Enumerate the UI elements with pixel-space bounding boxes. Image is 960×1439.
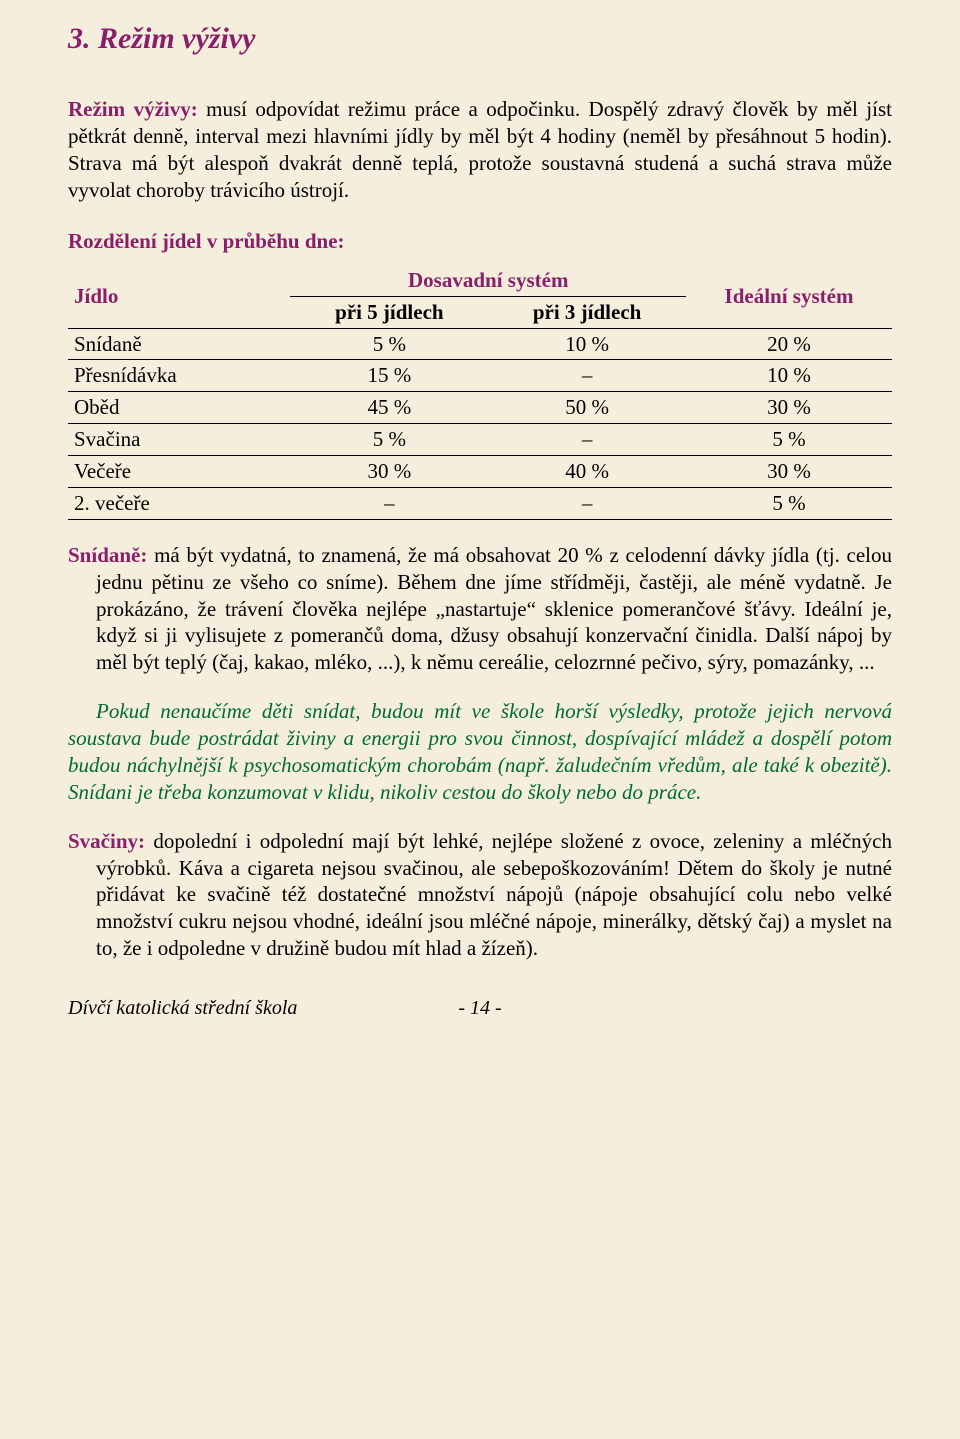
section-number: 3. [68, 22, 91, 55]
row-label: Snídaně [68, 328, 290, 360]
row-c3: 50 % [488, 392, 686, 424]
row-c5: – [290, 487, 488, 519]
row-ideal: 10 % [686, 360, 892, 392]
row-label: Večeře [68, 456, 290, 488]
snidane-text: má být vydatná, to znamená, že má obsaho… [96, 543, 892, 675]
footer-school: Dívčí katolická střední škola [68, 996, 425, 1022]
italic-note-paragraph: Pokud nenaučíme děti snídat, budou mít v… [68, 698, 892, 806]
table-row: Přesnídávka15 %–10 % [68, 360, 892, 392]
row-label: Přesnídávka [68, 360, 290, 392]
intro-paragraph: Režim výživy: musí odpovídat režimu prác… [68, 96, 892, 204]
row-c3: – [488, 360, 686, 392]
row-ideal: 30 % [686, 456, 892, 488]
row-c5: 30 % [290, 456, 488, 488]
col-header-ideal: Ideální systém [686, 265, 892, 328]
col-header-pri5: při 5 jídlech [290, 296, 488, 328]
footer-page-number: - 14 - [425, 996, 535, 1022]
italic-note-text: Pokud nenaučíme děti snídat, budou mít v… [68, 698, 892, 806]
table-heading: Rozdělení jídel v průběhu dne: [68, 228, 892, 255]
row-c3: 10 % [488, 328, 686, 360]
row-label: Svačina [68, 424, 290, 456]
row-c3: – [488, 487, 686, 519]
row-ideal: 20 % [686, 328, 892, 360]
row-c5: 45 % [290, 392, 488, 424]
intro-lead: Režim výživy: [68, 97, 198, 121]
svaciny-paragraph: Svačiny: dopolední i odpolední mají být … [68, 828, 892, 962]
page-footer: Dívčí katolická střední škola - 14 - [68, 996, 892, 1022]
table-row: Večeře30 %40 %30 % [68, 456, 892, 488]
row-ideal: 5 % [686, 424, 892, 456]
col-header-jidlo: Jídlo [68, 265, 290, 328]
col-header-dosavadni: Dosavadní systém [290, 265, 686, 296]
table-row: 2. večeře––5 % [68, 487, 892, 519]
row-label: Oběd [68, 392, 290, 424]
table-row: Svačina5 %–5 % [68, 424, 892, 456]
table-row: Oběd45 %50 %30 % [68, 392, 892, 424]
section-title: 3. Režim výživy [68, 20, 892, 58]
svaciny-text: dopolední i odpolední mají být lehké, ne… [96, 829, 892, 961]
row-ideal: 30 % [686, 392, 892, 424]
snidane-lead: Snídaně: [68, 543, 147, 567]
row-c5: 15 % [290, 360, 488, 392]
row-c3: – [488, 424, 686, 456]
row-ideal: 5 % [686, 487, 892, 519]
meal-distribution-table: Jídlo Dosavadní systém Ideální systém př… [68, 265, 892, 520]
row-label: 2. večeře [68, 487, 290, 519]
table-row: Snídaně5 %10 %20 % [68, 328, 892, 360]
svaciny-lead: Svačiny: [68, 829, 145, 853]
snidane-paragraph: Snídaně: má být vydatná, to znamená, že … [68, 542, 892, 676]
row-c5: 5 % [290, 424, 488, 456]
row-c3: 40 % [488, 456, 686, 488]
row-c5: 5 % [290, 328, 488, 360]
col-header-pri3: při 3 jídlech [488, 296, 686, 328]
section-name: Režim výživy [98, 22, 255, 55]
